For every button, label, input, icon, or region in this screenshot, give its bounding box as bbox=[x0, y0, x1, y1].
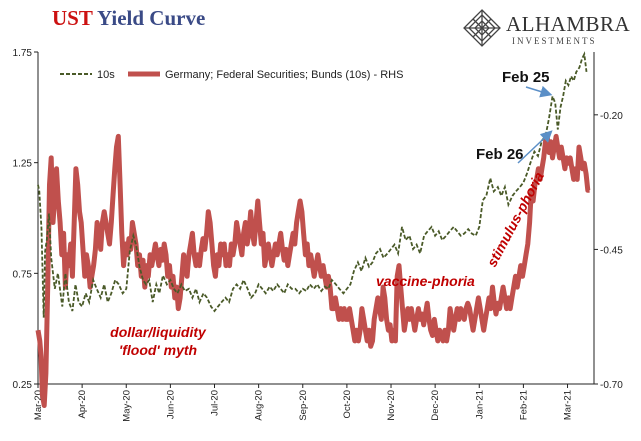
vaccine-phoria-note: vaccine-phoria bbox=[376, 273, 475, 289]
feb25-label: Feb 25 bbox=[502, 69, 550, 86]
feb26-label: Feb 26 bbox=[476, 146, 524, 163]
legend-label-10s: 10s bbox=[97, 69, 115, 81]
x-tick-label: Aug-20 bbox=[254, 390, 265, 421]
x-tick-label: Oct-20 bbox=[342, 390, 353, 419]
logo-name: ALHAMBRA bbox=[506, 12, 631, 36]
x-tick-label: Nov-20 bbox=[386, 390, 397, 421]
alhambra-logo: ALHAMBRA INVESTMENTS bbox=[462, 8, 637, 50]
legend: 10s Germany; Federal Securities; Bunds (1… bbox=[60, 69, 403, 81]
stimulus-phoria-note: stimulus-phoria bbox=[484, 169, 548, 269]
left-tick-label: 1.25 bbox=[13, 159, 33, 170]
x-tick-label: Jul-20 bbox=[210, 390, 221, 416]
dollar-liquidity-note: dollar/liquidity bbox=[110, 324, 207, 340]
chart-title: UST Yield Curve bbox=[52, 6, 205, 31]
x-tick-label: Sep-20 bbox=[298, 390, 309, 421]
germany-bund-line bbox=[35, 133, 591, 408]
x-tick-label: Dec-20 bbox=[430, 390, 441, 421]
x-tick-label: Feb-21 bbox=[518, 390, 529, 420]
feb26-arrow bbox=[517, 130, 553, 164]
left-tick-label: 1.75 bbox=[13, 48, 33, 59]
right-tick-label: -0.45 bbox=[600, 245, 623, 256]
x-axis: Mar-20 Apr-20 May-20 Jun-20 Jul-20 Aug-20 Sep-… bbox=[33, 384, 574, 422]
ust-10s-line bbox=[37, 51, 588, 318]
right-tick-label: -0.70 bbox=[600, 380, 623, 391]
right-tick-label: -0.20 bbox=[600, 111, 623, 122]
left-axis: 1.75 1.25 0.75 0.25 bbox=[13, 48, 38, 391]
x-tick-label: Jun-20 bbox=[165, 390, 176, 419]
logo-subtitle: INVESTMENTS bbox=[512, 36, 597, 46]
chart-title-part2: Yield Curve bbox=[96, 6, 206, 30]
x-tick-label: Mar-21 bbox=[563, 390, 574, 420]
x-tick-label: Apr-20 bbox=[77, 390, 88, 419]
left-tick-label: 0.25 bbox=[13, 380, 33, 391]
feb25-arrow bbox=[525, 85, 553, 98]
left-tick-label: 0.75 bbox=[13, 269, 33, 280]
plot-frame bbox=[37, 52, 595, 385]
right-axis: -0.20 -0.45 -0.70 bbox=[594, 111, 623, 391]
x-tick-label: May-20 bbox=[121, 390, 132, 422]
x-tick-label: Jan-21 bbox=[474, 390, 485, 419]
legend-label-germany: Germany; Federal Securities; Bunds (10s)… bbox=[165, 69, 403, 81]
diamond-logo-icon bbox=[463, 9, 501, 47]
series-lines bbox=[35, 51, 591, 408]
x-tick-label: Mar-20 bbox=[33, 390, 44, 420]
chart-title-part1: UST bbox=[52, 6, 93, 30]
flood-myth-note: 'flood' myth bbox=[119, 342, 197, 358]
